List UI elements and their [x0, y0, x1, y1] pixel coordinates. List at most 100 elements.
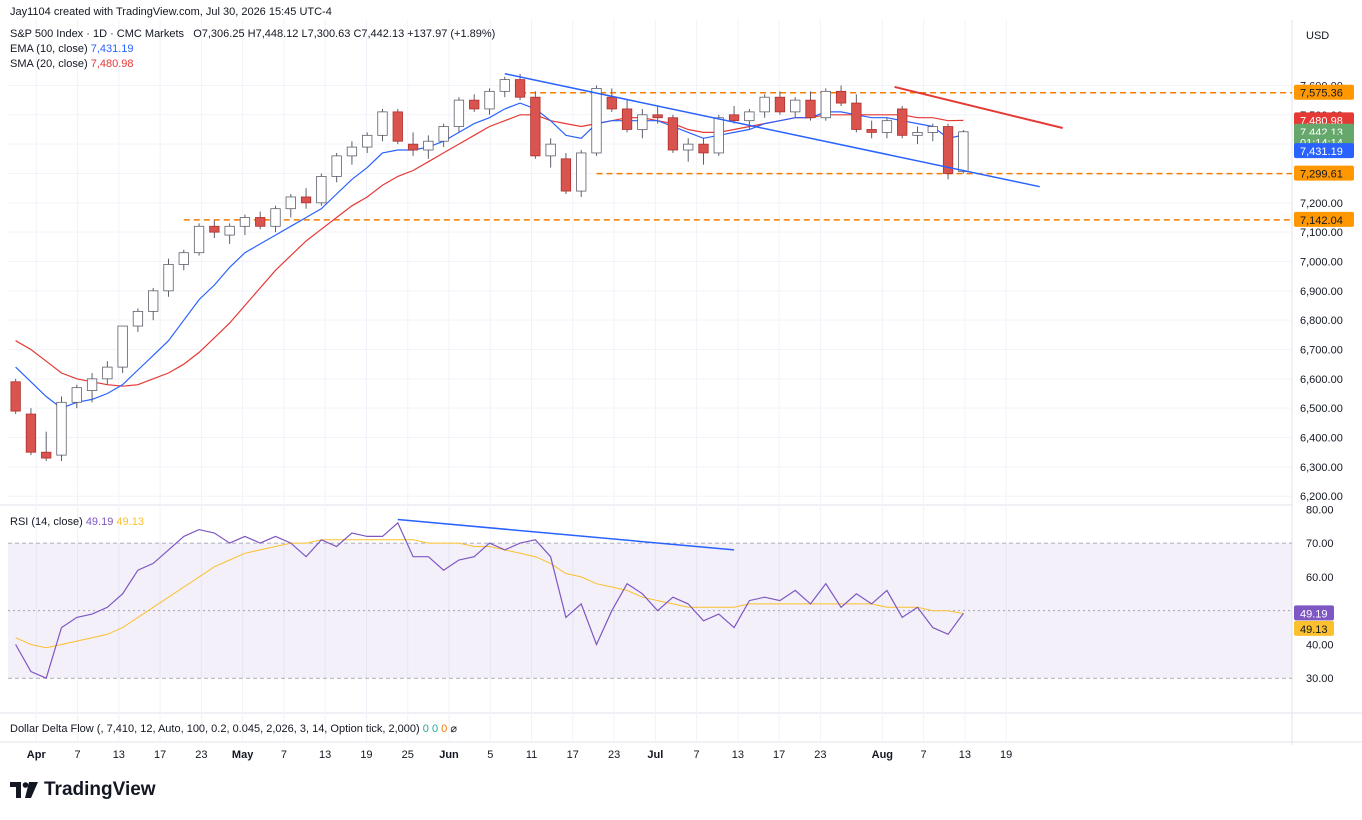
candle-body — [744, 111, 755, 122]
candle-body — [132, 310, 144, 327]
time-tick-label: 19 — [360, 749, 372, 761]
ddf-sym: ⌀ — [450, 723, 457, 735]
price-axis-badge-text: 7,575.36 — [1300, 88, 1343, 100]
price-tick-label: 7,100.00 — [1300, 227, 1343, 239]
candle-body — [820, 90, 831, 119]
rsi-axis-badge: 49.13 — [1294, 620, 1334, 636]
tradingview-logo[interactable]: TradingView — [10, 779, 156, 801]
candle — [56, 396, 67, 461]
candle — [285, 194, 296, 218]
candle — [835, 85, 847, 107]
price-tick-label: 6,500.00 — [1300, 403, 1343, 415]
candle-body — [163, 264, 174, 292]
candle-body — [117, 325, 128, 368]
candle — [163, 258, 174, 297]
candle-body — [102, 366, 113, 380]
rsi-tick-label: 60.00 — [1306, 572, 1334, 584]
time-tick-label: Jul — [647, 749, 663, 761]
candle-body — [790, 99, 801, 113]
ema-legend[interactable]: EMA (10, close) 7,431.19 — [10, 43, 134, 55]
candle-body — [71, 387, 82, 403]
price-axis-badge-bg — [1294, 143, 1354, 159]
sma-legend[interactable]: SMA (20, close) 7,480.98 — [10, 58, 134, 70]
candle — [209, 220, 220, 239]
candle — [683, 138, 694, 162]
candle-body — [239, 217, 251, 227]
candle — [591, 85, 602, 156]
candle-body — [652, 114, 663, 119]
ddf-legend[interactable]: Dollar Delta Flow (, 7,410, 12, Auto, 10… — [10, 722, 457, 735]
rsi-axis-badge-bg — [1294, 620, 1334, 636]
price-tick-label: 6,400.00 — [1300, 433, 1343, 445]
candle — [148, 287, 159, 321]
time-tick-label: 7 — [281, 749, 287, 761]
candle-body — [958, 131, 969, 173]
candle — [790, 97, 801, 118]
candle-body — [484, 90, 495, 110]
candle-body — [469, 99, 480, 110]
price-axis-badge: 7,299.61 — [1294, 165, 1354, 181]
candle-body — [621, 108, 633, 130]
price-axis-badge-text: 7,299.61 — [1300, 169, 1343, 181]
candle-body — [713, 117, 724, 154]
rsi-tick-label: 30.00 — [1306, 673, 1334, 685]
currency-label: USD — [1306, 30, 1330, 42]
time-tick-label: 5 — [487, 749, 493, 761]
price-tick-label: 7,200.00 — [1300, 198, 1343, 210]
candle-body — [927, 126, 938, 133]
price-axis-badge: 7,431.19 — [1294, 143, 1354, 159]
candle — [713, 114, 724, 156]
time-tick-label: 23 — [608, 749, 620, 761]
candle-body — [224, 225, 235, 236]
symbol-title: S&P 500 Index · 1D · CMC Markets — [10, 28, 185, 40]
candle — [530, 91, 541, 159]
candle-body — [346, 146, 358, 157]
candle-body — [285, 196, 296, 210]
time-tick-label: 13 — [319, 749, 331, 761]
time-tick-label: 23 — [814, 749, 826, 761]
candle — [392, 108, 403, 145]
candle-body — [499, 79, 510, 92]
candle — [224, 223, 235, 244]
ema-value: 7,431.19 — [90, 43, 134, 55]
candle-body — [606, 96, 617, 110]
candle-body — [86, 378, 98, 391]
time-tick-label: 7 — [921, 749, 927, 761]
sma-label: SMA (20, close) — [10, 58, 88, 70]
rsi-axis-badge: 49.19 — [1294, 605, 1334, 621]
price-axis-badge: 7,142.04 — [1294, 211, 1354, 227]
sma-value: 7,480.98 — [90, 58, 134, 70]
candle-body — [407, 143, 419, 151]
candle — [851, 94, 862, 133]
time-tick-label: 17 — [567, 749, 579, 761]
candle — [897, 106, 908, 139]
time-tick-label: 13 — [959, 749, 971, 761]
candle — [377, 108, 388, 142]
candle — [362, 132, 373, 153]
time-tick-label: 11 — [526, 749, 537, 761]
price-tick-label: 6,700.00 — [1300, 345, 1343, 357]
time-tick-label: 19 — [1000, 749, 1012, 761]
candle — [178, 249, 189, 271]
rsi-tick-label: 70.00 — [1306, 538, 1334, 550]
rsi-legend[interactable]: RSI (14, close) 49.19 49.13 — [10, 516, 144, 528]
rsi-tick-label: 40.00 — [1306, 639, 1334, 651]
candle-body — [178, 252, 189, 265]
rsi-axis-badge-bg — [1294, 605, 1334, 621]
candle-body — [41, 451, 52, 459]
rsi-ma-line — [15, 539, 964, 649]
time-tick-label: 23 — [195, 749, 207, 761]
time-tick-label: 7 — [74, 749, 80, 761]
candle — [10, 378, 21, 415]
candle — [667, 114, 679, 153]
candle-body — [438, 126, 449, 142]
candle — [881, 117, 893, 139]
candle-body — [866, 129, 877, 133]
sma-line — [15, 114, 964, 387]
candle-body — [912, 132, 923, 136]
time-tick-label: Jun — [439, 749, 459, 761]
price-tick-label: 6,200.00 — [1300, 491, 1343, 503]
candle — [193, 223, 205, 256]
